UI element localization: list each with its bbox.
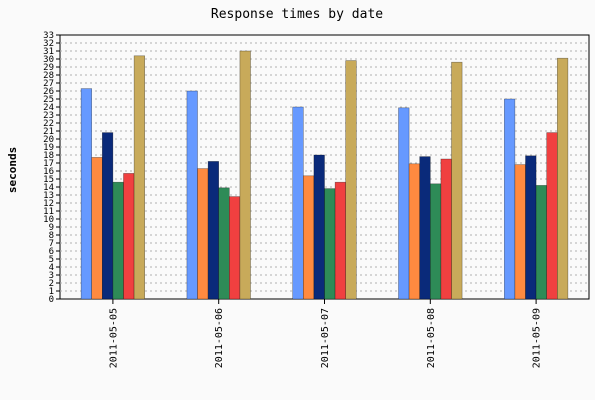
y-tick-label: 14 xyxy=(43,183,54,193)
bar-2011-05-06-series-5 xyxy=(229,196,241,300)
bar-2011-05-09-series-1 xyxy=(503,98,516,300)
bar-2011-05-06-series-2 xyxy=(197,168,209,300)
bar-2011-05-05-series-6 xyxy=(133,55,146,300)
y-tick-label: 17 xyxy=(43,159,54,169)
y-tick-label: 31 xyxy=(43,47,54,57)
bar-2011-05-09-series-2 xyxy=(514,164,526,300)
bar-2011-05-06-series-1 xyxy=(186,90,198,300)
y-tick-label: 9 xyxy=(49,223,54,233)
y-tick-label: 7 xyxy=(49,239,54,249)
x-axis-ticks: 2011-05-05 2011-05-06 2011-05-07 2011-05-08… xyxy=(108,299,543,368)
bar-2011-05-05-series-4 xyxy=(112,181,124,300)
y-tick-label: 11 xyxy=(43,207,54,217)
y-tick-label: 6 xyxy=(49,247,54,257)
y-tick-label: 19 xyxy=(43,143,54,153)
y-tick-label: 23 xyxy=(43,111,54,121)
y-tick-label: 0 xyxy=(49,295,54,305)
bar-2011-05-05-series-1 xyxy=(80,88,92,300)
bar-2011-05-08-series-1 xyxy=(398,107,410,300)
y-tick-label: 29 xyxy=(43,63,54,73)
bar-2011-05-06-series-4 xyxy=(218,187,230,300)
y-tick-label: 16 xyxy=(43,167,54,177)
bar-2011-05-07-series-1 xyxy=(292,106,304,300)
bar-2011-05-08-series-4 xyxy=(429,183,442,300)
y-tick-label: 28 xyxy=(43,71,54,81)
bar-2011-05-06-series-6 xyxy=(239,50,251,300)
y-tick-label: 2 xyxy=(49,279,54,289)
y-tick-label: 26 xyxy=(43,87,54,97)
y-axis-label: seconds xyxy=(6,147,19,193)
y-axis-ticks: 0123456789101112131415161718192021222324… xyxy=(43,31,60,305)
bar-2011-05-08-series-3 xyxy=(419,156,431,300)
x-tick-label: 2011-05-06 xyxy=(214,308,225,368)
bar-2011-05-09-series-5 xyxy=(546,132,558,300)
y-tick-label: 15 xyxy=(43,175,54,185)
x-tick-label: 2011-05-05 xyxy=(108,308,119,368)
bar-2011-05-08-series-2 xyxy=(408,163,421,300)
y-tick-label: 22 xyxy=(43,119,54,129)
y-tick-label: 8 xyxy=(49,231,54,241)
bar-2011-05-08-series-6 xyxy=(451,61,463,300)
y-tick-label: 30 xyxy=(43,55,54,65)
bar-2011-05-05-series-2 xyxy=(91,157,103,300)
y-tick-label: 27 xyxy=(43,79,54,89)
bar-2011-05-07-series-5 xyxy=(334,181,347,300)
y-tick-label: 3 xyxy=(49,271,54,281)
chart-title: Response times by date xyxy=(211,7,383,22)
y-tick-label: 13 xyxy=(43,191,54,201)
bar-2011-05-07-series-4 xyxy=(324,188,336,300)
y-tick-label: 1 xyxy=(49,287,54,297)
grid-lines xyxy=(60,42,589,292)
y-tick-label: 4 xyxy=(49,263,54,273)
bars xyxy=(80,50,569,300)
y-tick-label: 33 xyxy=(43,31,54,41)
y-tick-label: 21 xyxy=(43,127,54,137)
x-tick-label: 2011-05-09 xyxy=(532,308,543,368)
y-tick-label: 32 xyxy=(43,39,54,49)
bar-2011-05-08-series-5 xyxy=(440,158,452,300)
x-tick-label: 2011-05-08 xyxy=(426,308,437,368)
bar-2011-05-09-series-4 xyxy=(535,185,547,300)
bar-2011-05-05-series-5 xyxy=(123,173,135,300)
y-tick-label: 20 xyxy=(43,135,54,145)
x-tick-label: 2011-05-07 xyxy=(320,308,331,368)
y-tick-label: 24 xyxy=(43,103,54,113)
bar-2011-05-07-series-3 xyxy=(313,154,325,300)
y-tick-label: 5 xyxy=(49,255,54,265)
bar-2011-05-07-series-6 xyxy=(345,60,357,300)
bar-2011-05-09-series-3 xyxy=(525,155,537,300)
y-tick-label: 12 xyxy=(43,199,54,209)
y-tick-label: 18 xyxy=(43,151,54,161)
y-tick-label: 25 xyxy=(43,95,54,105)
bar-2011-05-06-series-3 xyxy=(207,161,220,300)
bar-2011-05-05-series-3 xyxy=(102,132,114,300)
bar-2011-05-07-series-2 xyxy=(302,175,315,300)
bar-2011-05-09-series-6 xyxy=(556,57,569,300)
y-tick-label: 10 xyxy=(43,215,54,225)
